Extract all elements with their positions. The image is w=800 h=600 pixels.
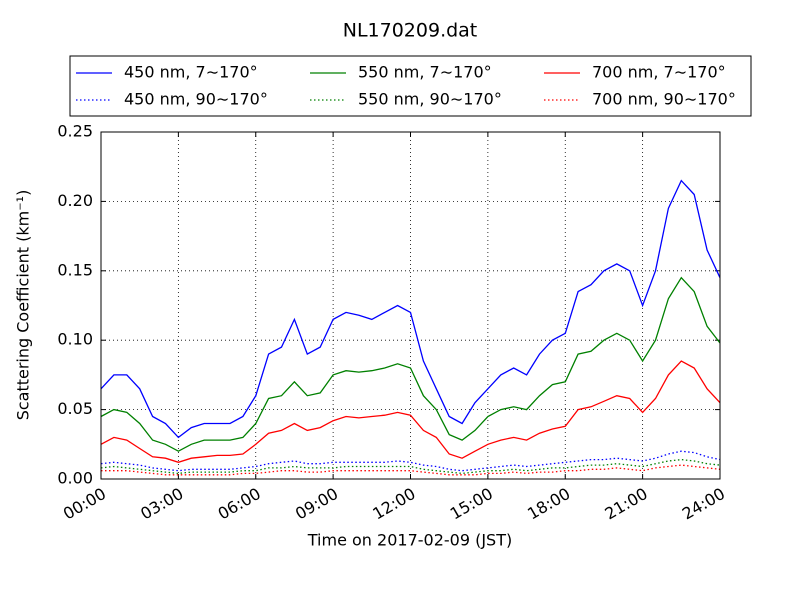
x-tick-label: 09:00 [292, 484, 341, 524]
x-tick-label: 03:00 [137, 484, 186, 524]
x-tick-label: 24:00 [679, 484, 728, 524]
data-line [100, 360, 721, 463]
y-tick-label: 0.25 [57, 122, 93, 141]
y-tick-label: 0.15 [57, 260, 93, 279]
y-tick-label: 0.05 [57, 399, 93, 418]
data-line [100, 179, 721, 439]
x-tick-label: 06:00 [215, 484, 264, 524]
legend: 450 nm, 7∼170° 450 nm, 90∼170° 550 nm, 7∼1… [69, 55, 752, 117]
x-tick-label: 15:00 [447, 484, 496, 524]
data-line [101, 464, 721, 476]
x-axis-label: Time on 2017-02-09 (JST) [307, 531, 512, 550]
legend-label: 450 nm, 7∼170° [124, 63, 258, 82]
legend-label: 550 nm, 90∼170° [358, 90, 502, 109]
y-tick-label: 0.00 [57, 469, 93, 488]
legend-label: 700 nm, 90∼170° [592, 90, 736, 109]
y-tick-label: 0.10 [57, 330, 93, 349]
y-axis-label: Scattering Coefficient (km⁻¹) [14, 190, 33, 421]
data-line [100, 458, 721, 475]
legend-label: 450 nm, 90∼170° [124, 90, 268, 109]
x-tick-label: 18:00 [524, 484, 573, 524]
x-tick-label: 00:00 [60, 484, 109, 524]
x-tick-label: 12:00 [369, 484, 418, 524]
chart-title: NL170209.dat [343, 20, 478, 42]
x-tick-label: 21:00 [601, 484, 650, 524]
plot-frame [100, 131, 721, 480]
legend-label: 700 nm, 7∼170° [592, 63, 726, 82]
data-line [100, 276, 721, 452]
legend-frame [69, 55, 752, 117]
legend-label: 550 nm, 7∼170° [358, 63, 492, 82]
y-tick-label: 0.20 [57, 191, 93, 210]
